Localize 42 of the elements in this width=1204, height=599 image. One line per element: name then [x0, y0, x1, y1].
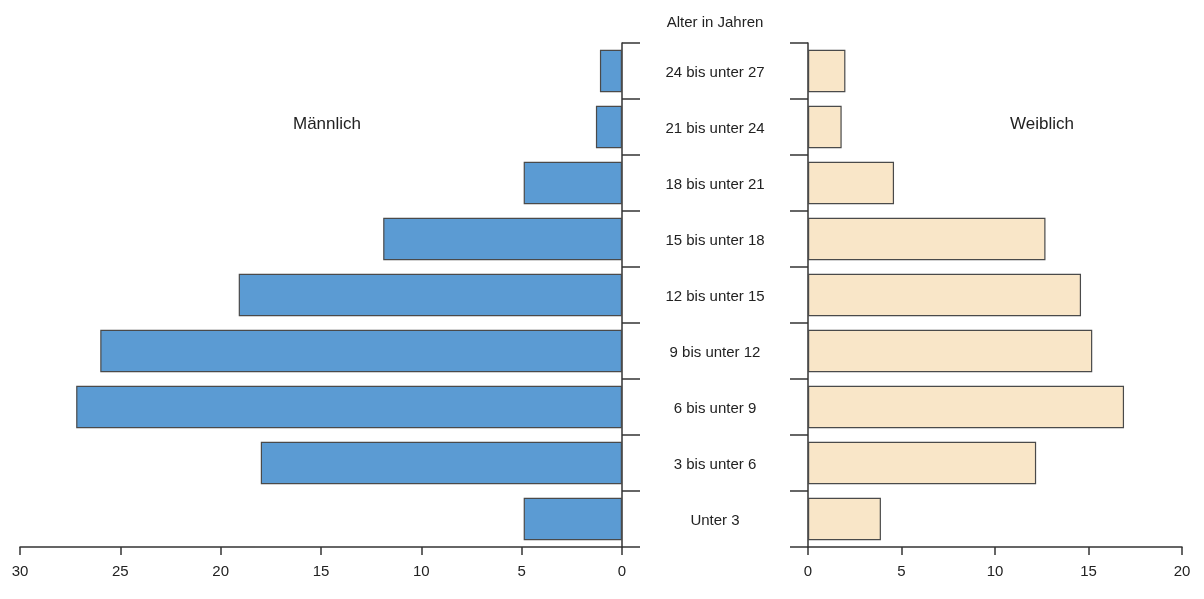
- x-tick-label: 5: [897, 562, 906, 579]
- x-tick-label: 10: [986, 562, 1004, 579]
- bar: [383, 217, 622, 261]
- bar: [808, 217, 1046, 261]
- bar: [76, 385, 622, 429]
- bar: [808, 49, 846, 93]
- bar: [100, 329, 622, 373]
- y-tick-label: 3 bis unter 6: [673, 454, 757, 472]
- bar: [808, 329, 1093, 373]
- bar: [523, 161, 622, 205]
- y-tick-label: 21 bis unter 24: [665, 118, 765, 136]
- x-tick-label: 15: [312, 562, 330, 579]
- bar: [523, 497, 622, 541]
- y-tick-label: 6 bis unter 9: [673, 398, 757, 416]
- bar: [808, 161, 895, 205]
- bar: [808, 497, 881, 541]
- bar: [595, 105, 622, 149]
- x-tick-label: 30: [11, 562, 29, 579]
- bar: [238, 273, 622, 317]
- bar: [808, 441, 1037, 485]
- y-tick-label: 18 bis unter 21: [665, 174, 765, 192]
- y-tick-label: 24 bis unter 27: [665, 62, 765, 80]
- x-tick-label: 25: [111, 562, 129, 579]
- text: Männlich: [293, 114, 362, 133]
- y-tick-label: 15 bis unter 18: [665, 230, 765, 248]
- x-tick-label: 15: [1080, 562, 1097, 579]
- y-tick-label: Unter 3: [690, 510, 740, 528]
- x-tick-label: 20: [1173, 562, 1191, 579]
- bar: [808, 385, 1125, 429]
- x-tick-label: 10: [412, 562, 430, 579]
- x-tick-label: 5: [517, 562, 526, 579]
- bar: [808, 105, 842, 149]
- y-axis-title: Alter in Jahren: [666, 13, 764, 30]
- y-tick-label: 12 bis unter 15: [665, 286, 765, 304]
- text: Weiblich: [1010, 114, 1074, 133]
- x-tick-label: 20: [212, 562, 230, 579]
- x-tick-label: 0: [803, 562, 813, 579]
- bar: [260, 441, 622, 485]
- x-tick-label: 0: [617, 562, 627, 579]
- bar: [808, 273, 1082, 317]
- y-tick-label: 9 bis unter 12: [669, 342, 761, 360]
- bar: [599, 49, 622, 93]
